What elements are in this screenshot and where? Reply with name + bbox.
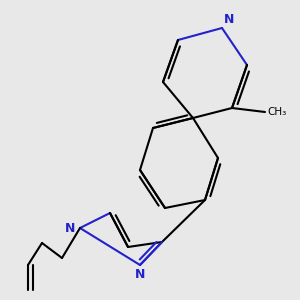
Text: N: N	[65, 221, 75, 235]
Text: CH₃: CH₃	[267, 107, 286, 117]
Text: N: N	[135, 268, 145, 281]
Text: N: N	[224, 13, 234, 26]
